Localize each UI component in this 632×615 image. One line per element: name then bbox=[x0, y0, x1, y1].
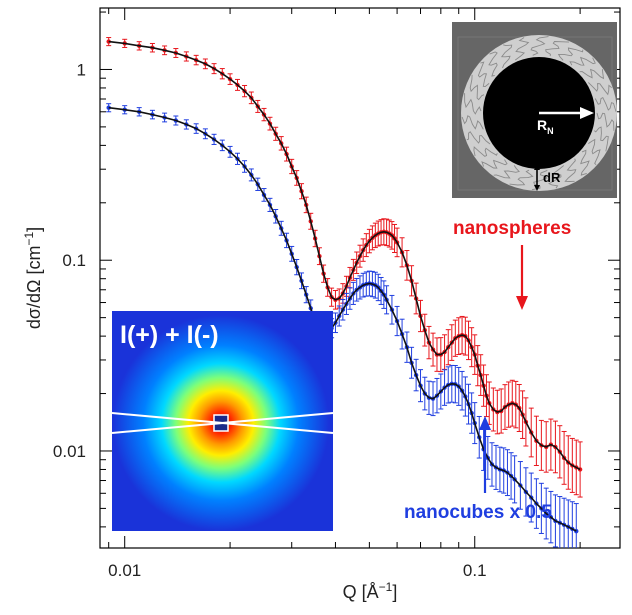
nanospheres-label: nanospheres bbox=[453, 218, 571, 239]
core-shell-schematic: RN dR bbox=[452, 22, 617, 198]
polymer-strand bbox=[464, 93, 482, 115]
shell-thickness-label: dR bbox=[543, 170, 561, 185]
y-axis-label: dσ/dΩ [cm−1] bbox=[22, 227, 44, 329]
polymer-strand bbox=[594, 126, 609, 152]
polymer-strand bbox=[493, 165, 520, 179]
polymer-strand bbox=[596, 112, 615, 131]
polymer-strand bbox=[580, 149, 590, 176]
nanospheres-point bbox=[106, 37, 112, 47]
nanocubes-point bbox=[106, 103, 112, 113]
polymer-strand bbox=[594, 96, 617, 112]
polymer-strand bbox=[477, 61, 490, 87]
y-tick-label: 1 bbox=[77, 60, 86, 79]
polymer-strands bbox=[461, 36, 617, 191]
polymer-strand bbox=[557, 47, 584, 61]
fit-layer bbox=[108, 40, 581, 532]
shell-arrowhead-top bbox=[534, 164, 540, 170]
polymer-strand bbox=[461, 115, 484, 130]
polymer-strand bbox=[473, 146, 498, 157]
y-tick-label: 0.01 bbox=[53, 442, 86, 461]
x-axis-label: Q [Å−1] bbox=[343, 580, 398, 602]
detector-image-inset: I(+) + I(-) bbox=[111, 311, 334, 531]
nanocubes-fit-line bbox=[108, 106, 577, 532]
polymer-strand bbox=[469, 74, 485, 101]
nanocubes-point bbox=[136, 107, 142, 117]
radius-label: RN bbox=[537, 117, 554, 136]
data-marker bbox=[106, 39, 111, 44]
plot-frame bbox=[99, 7, 621, 549]
detector-label: I(+) + I(-) bbox=[120, 321, 219, 349]
polymer-strand bbox=[569, 56, 596, 66]
polymer-strand bbox=[531, 169, 548, 191]
tick-layer: 0.01 0.1 1 0.1 0.01 bbox=[53, 8, 620, 580]
x-tick-label: 0.1 bbox=[463, 561, 487, 580]
nanocubes-label: nanocubes x 0.5 bbox=[404, 502, 552, 523]
polymer-strand bbox=[579, 68, 605, 80]
y-tick-label: 0.1 bbox=[62, 251, 86, 270]
polymer-strand bbox=[509, 169, 534, 186]
polymer-strand bbox=[466, 131, 491, 145]
data-marker bbox=[106, 105, 111, 110]
polymer-strand bbox=[587, 82, 612, 96]
polymer-strand bbox=[514, 37, 530, 61]
sector-line-lower bbox=[111, 412, 334, 434]
nanospheres-arrowhead bbox=[516, 296, 528, 310]
polymer-strand bbox=[548, 165, 564, 189]
polymer-strand bbox=[588, 138, 601, 166]
nanocubes-arrowhead bbox=[479, 416, 491, 430]
polymer-strand bbox=[564, 158, 577, 182]
radius-arrowhead bbox=[580, 107, 594, 119]
shell-arrowhead-bottom bbox=[534, 185, 540, 191]
polymer-strand bbox=[488, 51, 498, 77]
x-tick-label: 0.01 bbox=[108, 561, 141, 580]
polymer-strand bbox=[530, 36, 549, 56]
polymer-strand bbox=[481, 159, 508, 169]
polymer-strand bbox=[545, 41, 570, 57]
nanospheres-fit-line bbox=[108, 40, 581, 471]
polymer-strand bbox=[500, 44, 513, 69]
